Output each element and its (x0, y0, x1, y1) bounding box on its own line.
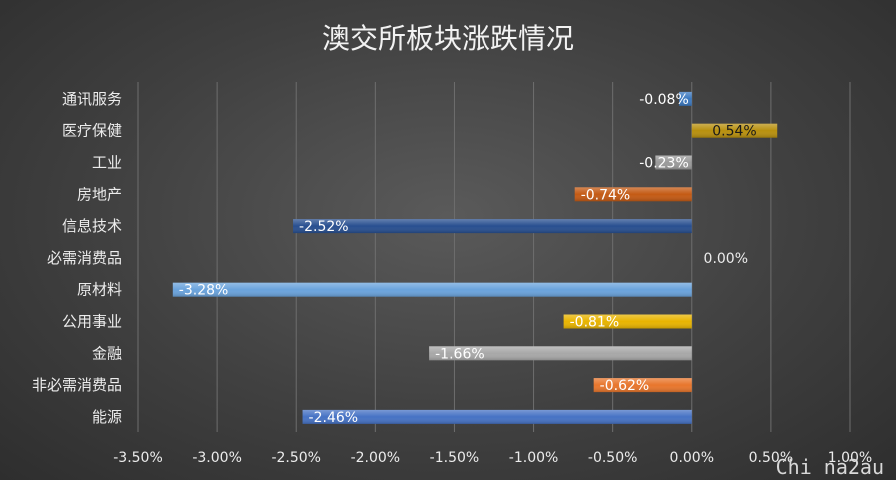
data-label: 0.54% (712, 124, 756, 140)
x-tick-label: -1.50% (430, 450, 480, 466)
category-label: 原材料 (77, 281, 122, 299)
x-tick-label: -0.50% (588, 450, 638, 466)
x-tick-label: -2.00% (351, 450, 401, 466)
x-tick-label: -3.50% (113, 450, 163, 466)
bar-shading (593, 378, 692, 393)
data-label: -1.66% (435, 346, 485, 362)
category-label: 通讯服务 (62, 90, 122, 108)
chart-title: 澳交所板块涨跌情况 (322, 22, 574, 55)
data-labels: -0.08% 0.54% -0.23% -0.74% -2.52% 0.00% -3.28%… (179, 92, 757, 426)
bar-shading (172, 282, 692, 297)
category-label: 必需消费品 (47, 249, 122, 267)
data-label: -0.81% (570, 315, 620, 331)
category-label: 公用事业 (62, 313, 122, 331)
x-tick-label: -2.50% (271, 450, 321, 466)
watermark: Chi na2au (776, 455, 884, 479)
data-label: -2.46% (309, 410, 359, 426)
bar-shading (429, 346, 692, 361)
bar-shading (691, 123, 778, 138)
bar-shading (679, 91, 692, 106)
category-label: 工业 (92, 154, 122, 172)
bar-shading (574, 187, 692, 202)
x-tick-label: 1.00% (828, 450, 872, 466)
bars (172, 91, 778, 424)
data-label: 0.00% (704, 251, 748, 267)
x-tick-label: 0.50% (749, 450, 793, 466)
category-label: 信息技术 (62, 217, 122, 235)
x-tick-label: 0.00% (670, 450, 714, 466)
data-label: -0.08% (639, 92, 689, 108)
bar-shading (293, 219, 692, 234)
category-label: 非必需消费品 (32, 376, 122, 394)
bar-shading (302, 409, 692, 424)
data-label: -0.74% (581, 187, 631, 203)
x-tick-label: -3.00% (192, 450, 242, 466)
data-label: -0.62% (600, 378, 650, 394)
gridlines (137, 82, 851, 432)
data-label: -2.52% (299, 219, 349, 235)
x-tick-label: -1.00% (509, 450, 559, 466)
data-label: -3.28% (179, 283, 229, 299)
category-label: 能源 (92, 408, 122, 426)
bar-shading (563, 314, 692, 329)
bar-shading (655, 155, 692, 170)
category-label: 房地产 (77, 185, 122, 203)
category-label: 金融 (92, 344, 122, 362)
x-axis-ticks: -3.50% -3.00% -2.50% -2.00% -1.50% -1.00% -0.5… (113, 450, 872, 466)
data-label: -0.23% (639, 156, 689, 172)
category-label: 医疗保健 (62, 122, 122, 140)
